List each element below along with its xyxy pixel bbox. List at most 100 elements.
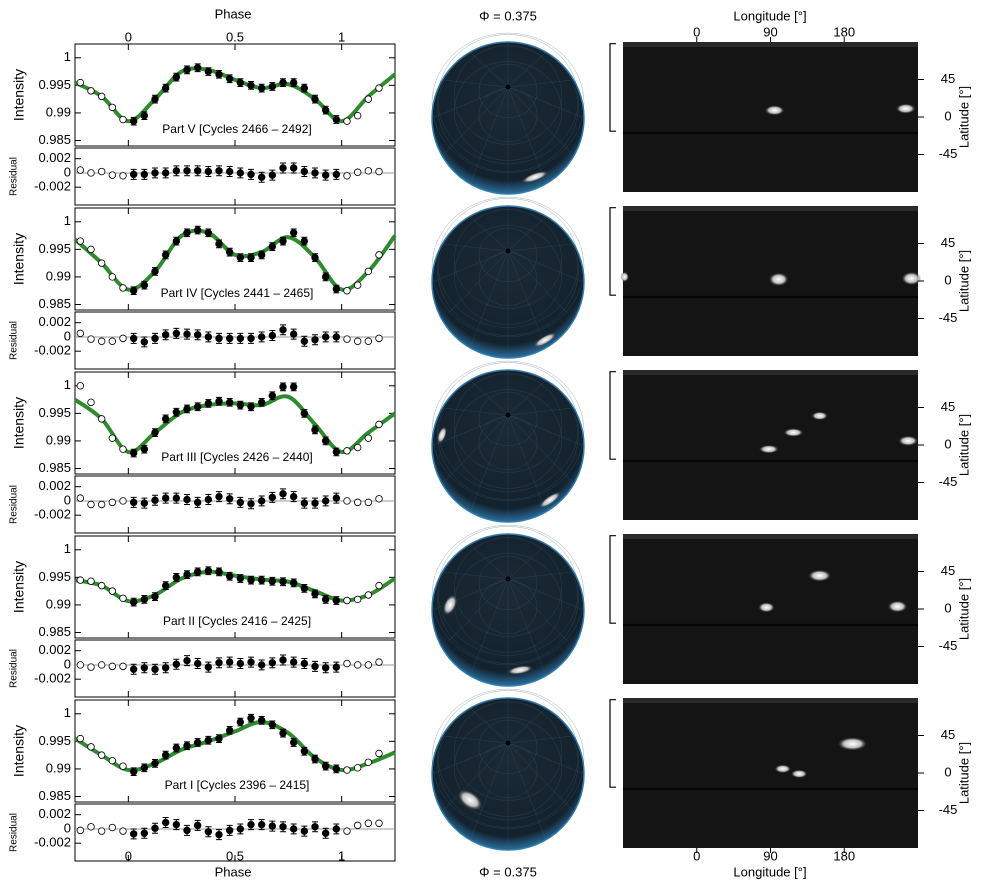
globe-grid [507, 250, 574, 321]
data-point [279, 237, 287, 245]
data-point [129, 449, 138, 457]
residual-tick-label: 0.002 [38, 642, 71, 657]
data-point [87, 823, 95, 831]
x-tick-label: 0.5 [226, 848, 244, 863]
data-point [97, 259, 106, 267]
globe-grid [431, 742, 509, 775]
globe-grid [469, 250, 509, 348]
data-point [225, 826, 234, 835]
data-point [364, 434, 373, 442]
lat-tick-label: 45 [941, 563, 955, 578]
data-point [353, 111, 362, 120]
data-point [353, 595, 362, 604]
lat-tick-label: 45 [941, 71, 955, 86]
data-point [225, 398, 234, 407]
data-point [183, 826, 191, 835]
lat-tick-label: 0 [944, 108, 951, 123]
map-spot [758, 602, 775, 613]
data-point [364, 758, 373, 767]
globe-grid [442, 250, 509, 321]
data-point [321, 497, 330, 505]
data-point [119, 172, 127, 180]
map-edge [623, 698, 918, 703]
data-point [151, 169, 159, 177]
lat-tick-label: 0 [944, 272, 951, 287]
map-edge [623, 534, 918, 539]
data-point [161, 84, 170, 92]
data-point [225, 75, 234, 83]
data-point [300, 747, 309, 755]
data-point [97, 661, 106, 669]
part-label: Part V [Cycles 2466 – 2492] [162, 122, 311, 136]
data-point [321, 273, 330, 281]
map [623, 42, 918, 192]
data-point [332, 170, 341, 179]
y-tick-label: 0.985 [38, 788, 71, 803]
data-point [140, 111, 149, 120]
data-point [193, 64, 202, 72]
data-point [247, 81, 255, 90]
data-point [76, 329, 85, 338]
lat-tick-label: 0 [944, 600, 951, 615]
data-point [140, 338, 149, 346]
data-point [332, 115, 341, 124]
data-point [332, 825, 341, 833]
data-point [375, 420, 383, 429]
data-point [225, 248, 234, 256]
globe-grid [507, 544, 547, 580]
data-point [268, 171, 277, 179]
data-point [97, 415, 106, 423]
map-spot [901, 271, 922, 286]
part-label: Part I [Cycles 2396 – 2415] [165, 778, 310, 792]
data-point [108, 103, 117, 112]
data-point [129, 767, 138, 776]
y-tick-label: 1 [64, 705, 71, 720]
globe-grid [507, 79, 574, 88]
longitude-label-top: Longitude [°] [733, 8, 806, 23]
data-point [161, 331, 170, 339]
data-point [364, 267, 373, 276]
data-point [279, 578, 287, 586]
map-spot [768, 272, 789, 287]
y-tick-label: 0.99 [46, 432, 71, 447]
y-tick-label: 0.985 [38, 296, 71, 311]
data-point [87, 335, 95, 343]
globe-spot [437, 426, 447, 444]
y-tick-label: 0.985 [38, 460, 71, 475]
data-point [289, 229, 298, 237]
data-point [76, 494, 85, 502]
data-point [140, 664, 149, 672]
data-point [236, 401, 245, 409]
data-point [321, 595, 330, 604]
data-point [257, 173, 266, 181]
data-point [268, 822, 277, 830]
data-point [289, 383, 298, 391]
globe-grid [442, 742, 509, 813]
model-curve [73, 394, 397, 455]
globe-grid [442, 79, 509, 88]
residual-tick-label: 0.002 [38, 150, 71, 165]
globe-grid [469, 216, 509, 252]
y-tick-label: 1 [64, 377, 71, 392]
data-point [129, 598, 138, 606]
lat-tick-label: 45 [941, 399, 955, 414]
data-point [193, 331, 202, 339]
globe-grid [507, 250, 547, 348]
data-point [247, 170, 255, 179]
map-edge [623, 42, 918, 47]
data-point [321, 437, 330, 445]
data-point [343, 659, 351, 668]
data-point [151, 428, 159, 437]
data-point [353, 764, 362, 772]
data-point [279, 78, 287, 87]
map-spot [790, 769, 808, 778]
data-point [204, 67, 213, 76]
globe-grid [507, 380, 547, 416]
data-point [97, 827, 106, 835]
data-point [119, 827, 127, 835]
data-point [87, 87, 95, 95]
data-point [364, 819, 373, 827]
globe-grid [469, 742, 509, 840]
data-point [364, 167, 373, 175]
data-point [311, 336, 319, 344]
